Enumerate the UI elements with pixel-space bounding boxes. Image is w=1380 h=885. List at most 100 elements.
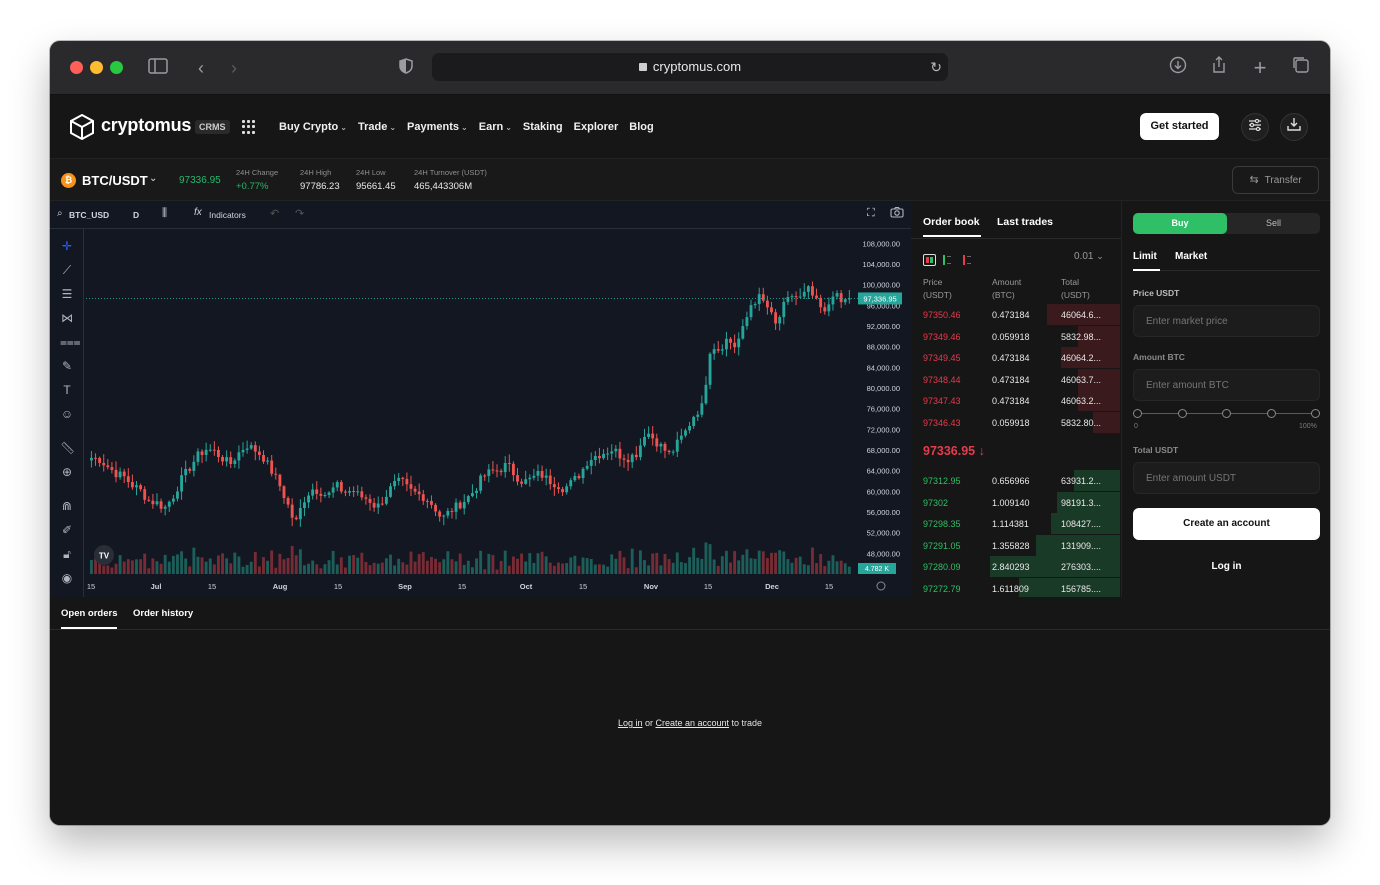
fullscreen-icon[interactable]: ⛶	[867, 207, 875, 219]
bids-row[interactable]: 97298.35 1.114381 108427....	[911, 513, 1121, 534]
chart-symbol[interactable]: BTC_USD	[69, 210, 110, 220]
slider-step-25[interactable]	[1177, 409, 1187, 418]
candle-type-icon[interactable]: ⫼	[162, 207, 168, 219]
login-link[interactable]: Log in	[617, 718, 643, 728]
minimize-window-button[interactable]	[90, 61, 103, 74]
crosshair-icon[interactable]: ✛	[61, 239, 73, 253]
tab-order-history[interactable]: Order history	[133, 608, 194, 619]
indicators-icon[interactable]: fx	[194, 207, 202, 218]
asks-row[interactable]: 97349.46 0.059918 5832.98...	[911, 325, 1121, 347]
download-icon[interactable]	[1166, 56, 1190, 80]
transfer-button[interactable]: ⇆ Transfer	[1232, 166, 1319, 194]
amount-input[interactable]	[1133, 369, 1320, 401]
magnet-icon[interactable]: ⋒	[61, 499, 73, 513]
sell-button[interactable]: Sell	[1265, 218, 1281, 228]
screenshot-icon[interactable]	[890, 206, 904, 220]
close-window-button[interactable]	[70, 61, 83, 74]
tab-market[interactable]: Market	[1175, 251, 1208, 262]
logo-icon[interactable]	[70, 113, 94, 145]
nav-item-staking[interactable]: Staking	[522, 121, 563, 133]
forward-icon[interactable]: ›	[231, 58, 237, 78]
settings-sliders-icon[interactable]	[1241, 113, 1269, 141]
view-asks-icon[interactable]	[963, 255, 965, 265]
apps-grid-icon[interactable]	[242, 120, 256, 134]
new-tab-icon[interactable]: +	[1253, 55, 1267, 80]
nav-item-earn[interactable]: Earn ⌄	[478, 121, 512, 133]
undo-icon[interactable]: ↶	[270, 208, 280, 220]
horizontal-lines-icon[interactable]: ☰	[61, 287, 73, 301]
emoji-icon[interactable]: ☺	[60, 407, 74, 421]
price-input[interactable]	[1133, 305, 1320, 337]
nav-item-explorer[interactable]: Explorer	[573, 121, 619, 133]
asks-row[interactable]: 97346.43 0.059918 5832.80...	[911, 411, 1121, 433]
nav-item-buy-crypto[interactable]: Buy Crypto ⌄	[279, 121, 347, 133]
view-bids-icon[interactable]	[943, 255, 945, 265]
volume-bar	[598, 564, 601, 574]
download-app-icon[interactable]	[1280, 113, 1308, 141]
volume-bar	[786, 559, 790, 574]
address-bar[interactable]: cryptomus.com ↻	[432, 53, 948, 81]
reload-icon[interactable]: ↻	[930, 59, 942, 75]
fib-icon[interactable]: ⩶	[60, 335, 81, 349]
indicators-button[interactable]: Indicators	[209, 210, 246, 220]
zoom-in-icon[interactable]: ⊕	[61, 465, 73, 479]
lock-drawing-icon[interactable]: ✐	[61, 523, 73, 537]
create-account-button[interactable]: Create an account	[1133, 508, 1320, 540]
candle-body	[217, 449, 220, 457]
tab-open-orders[interactable]: Open orders	[61, 608, 118, 619]
chart-settings-icon[interactable]	[876, 581, 886, 591]
sidebar-toggle-icon[interactable]	[146, 56, 170, 80]
asks-row[interactable]: 97349.45 0.473184 46064.2...	[911, 347, 1121, 368]
login-button[interactable]: Log in	[1211, 561, 1242, 572]
create-account-link[interactable]: Create an account	[655, 718, 730, 728]
tab-overview-icon[interactable]	[1289, 56, 1313, 80]
price-chart[interactable]: 108,000.00 104,000.00 100,000.00 96,000.00 9…	[84, 229, 911, 597]
maximize-window-button[interactable]	[110, 61, 123, 74]
text-icon[interactable]: T	[63, 383, 71, 397]
depth-bar	[1078, 368, 1120, 390]
asks-row[interactable]: 97347.43 0.473184 46063.2...	[911, 390, 1121, 411]
redo-icon[interactable]: ↷	[295, 208, 305, 220]
tab-last-trades[interactable]: Last trades	[997, 216, 1054, 228]
bids-row[interactable]: 97272.79 1.611809 156785....	[911, 577, 1121, 599]
nav-item-payments[interactable]: Payments ⌄	[407, 121, 468, 133]
interval-button[interactable]: D	[133, 210, 140, 220]
amount-slider[interactable]	[1133, 409, 1320, 419]
chevron-down-icon[interactable]: ⌄	[149, 173, 158, 184]
trend-line-icon[interactable]: ⟋	[62, 263, 72, 277]
candle-body	[688, 426, 691, 431]
precision-selector[interactable]: 0.01 ⌄	[1074, 251, 1104, 262]
bids-row[interactable]: 97312.95 0.656966 63931.2...	[911, 470, 1121, 491]
get-started-button[interactable]: Get started	[1140, 113, 1219, 140]
nav-item-blog[interactable]: Blog	[629, 121, 654, 133]
tab-order-book[interactable]: Order book	[923, 216, 980, 228]
share-icon[interactable]	[1207, 56, 1231, 80]
pattern-icon[interactable]: ⋈	[61, 311, 73, 325]
view-both-icon[interactable]	[923, 254, 936, 266]
buy-button[interactable]: Buy	[1133, 213, 1227, 234]
eye-icon[interactable]: ◉	[61, 571, 73, 585]
bids-row[interactable]: 97291.05 1.355828 131909....	[911, 534, 1121, 556]
bids-row[interactable]: 97280.09 2.840293 276303....	[911, 556, 1121, 577]
nav-item-trade[interactable]: Trade ⌄	[357, 121, 397, 133]
brush-icon[interactable]: ✎	[61, 359, 73, 373]
lock-icon[interactable]: 🔓︎	[63, 547, 71, 561]
slider-step-100[interactable]	[1311, 409, 1320, 418]
candlestick-chart[interactable]: 108,000.00104,000.00100,000.0096,000.009…	[84, 229, 911, 597]
logo-text[interactable]: cryptomus	[101, 115, 192, 135]
back-icon[interactable]: ‹	[198, 58, 204, 78]
ruler-icon[interactable]: 📏︎	[60, 441, 76, 455]
total-input[interactable]	[1133, 462, 1320, 494]
asks-row[interactable]: 97348.44 0.473184 46063.7...	[911, 368, 1121, 390]
tab-limit[interactable]: Limit	[1133, 251, 1157, 262]
tradingview-logo[interactable]	[94, 545, 114, 565]
bids-row[interactable]: 97302 1.009140 98191.3...	[911, 491, 1121, 513]
asks-row[interactable]: 97350.46 0.473184 46064.6...	[911, 304, 1121, 325]
symbol-search-icon[interactable]: ⌕	[57, 208, 63, 219]
volume-bar	[589, 558, 593, 574]
shield-icon[interactable]	[394, 56, 418, 80]
slider-step-75[interactable]	[1266, 409, 1276, 418]
slider-step-0[interactable]	[1133, 409, 1142, 418]
slider-step-50[interactable]	[1222, 409, 1231, 418]
pair-selector[interactable]: BTC/USDT	[82, 173, 148, 188]
